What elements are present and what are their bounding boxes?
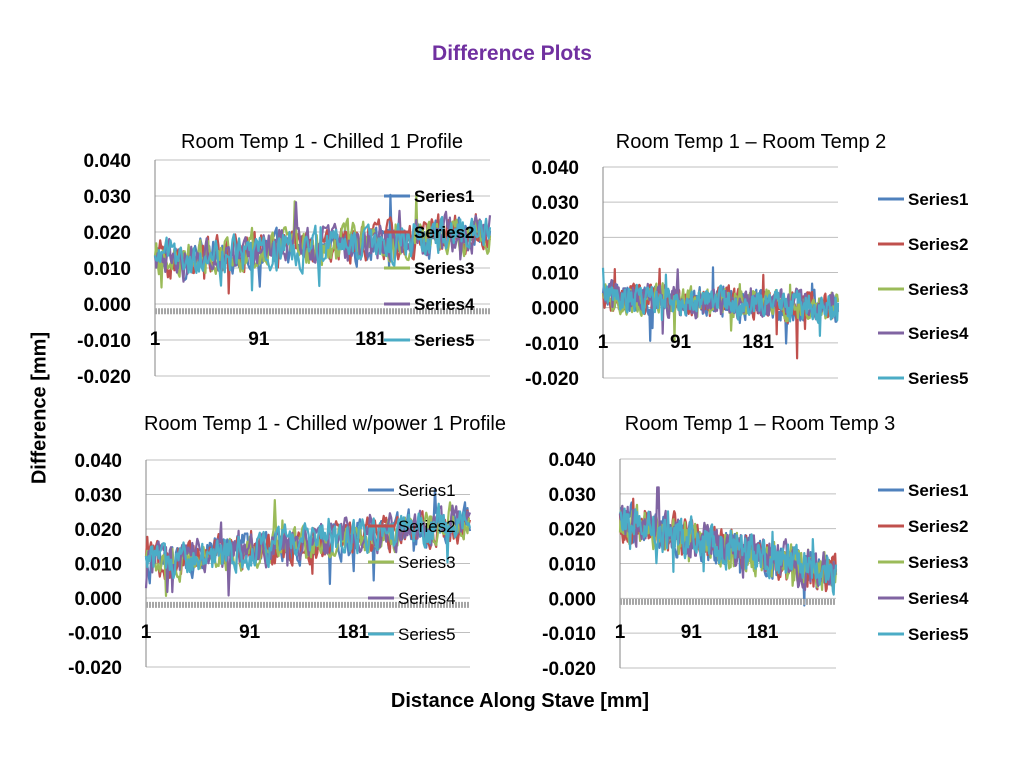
y-tick-label: 0.020: [74, 520, 122, 541]
x-tick-label: 181: [747, 622, 779, 643]
x-tick-label: 91: [670, 332, 692, 353]
y-tick-label: -0.020: [77, 367, 131, 388]
y-tick-label: 0.040: [74, 451, 122, 472]
y-tick-label: -0.020: [68, 658, 122, 679]
y-tick-label: -0.010: [77, 331, 131, 352]
y-tick-label: -0.020: [525, 369, 579, 390]
legend-label: Series1: [908, 190, 969, 209]
y-tick-label: -0.010: [525, 334, 579, 355]
legend-label: Series2: [908, 517, 969, 536]
y-tick-label: 0.040: [531, 158, 579, 179]
x-tick-label: 1: [615, 622, 626, 643]
y-tick-label: -0.020: [542, 659, 596, 680]
legend-label: Series2: [414, 223, 475, 242]
series-line-4: [602, 268, 840, 335]
y-tick-label: 0.020: [83, 223, 131, 244]
legend-label: Series4: [908, 589, 969, 608]
y-tick-label: 0.030: [531, 193, 579, 214]
series-line-5: [619, 507, 838, 596]
y-tick-label: 0.000: [531, 299, 579, 320]
legend-label: Series2: [908, 235, 969, 254]
chart-panel-3: 0.040 0.030 0.020 0.010 0.000 -0.010 -0.020 1 91…: [68, 413, 506, 679]
y-tick-label: 0.030: [74, 486, 122, 507]
legend-label: Series3: [908, 280, 969, 299]
legend-label: Series2: [398, 517, 456, 536]
series-line-5: [601, 267, 840, 337]
chart-title: Room Temp 1 - Chilled 1 Profile: [181, 131, 463, 153]
page-title: Difference Plots: [432, 42, 592, 65]
y-tick-label: 0.010: [83, 259, 131, 280]
x-tick-label: 91: [248, 329, 270, 350]
legend-label: Series1: [908, 481, 969, 500]
chart-panel-1: 0.040 0.030 0.020 0.010 0.000 -0.010 -0.020 1 91…: [77, 131, 492, 388]
legend-label: Series3: [414, 259, 475, 278]
y-tick-label: 0.020: [531, 228, 579, 249]
series-line-4: [144, 504, 472, 597]
y-tick-label: 0.000: [83, 295, 131, 316]
legend-label: Series4: [908, 324, 969, 343]
legend-label: Series3: [908, 553, 969, 572]
legend-label: Series3: [398, 553, 456, 572]
x-tick-label: 1: [598, 332, 609, 353]
legend-label: Series4: [398, 589, 456, 608]
x-tick-label: 1: [150, 329, 161, 350]
y-tick-label: 0.040: [83, 151, 131, 172]
y-tick-label: 0.040: [548, 450, 596, 471]
chart-title: Room Temp 1 – Room Temp 3: [625, 413, 896, 435]
series-line-5: [144, 502, 472, 580]
x-tick-label: 91: [239, 622, 261, 643]
x-tick-label: 1: [141, 622, 152, 643]
y-tick-label: 0.030: [548, 485, 596, 506]
y-tick-label: 0.030: [83, 187, 131, 208]
y-tick-label: -0.010: [542, 624, 596, 645]
legend-label: Series5: [908, 625, 969, 644]
series-line-5: [153, 215, 492, 292]
x-axis-label: Distance Along Stave [mm]: [390, 690, 650, 712]
x-tick-label: 91: [681, 622, 703, 643]
x-tick-label: 181: [355, 329, 387, 350]
x-tick-label: 181: [742, 332, 774, 353]
legend-label: Series1: [414, 187, 475, 206]
chart-title: Room Temp 1 - Chilled w/power 1 Profile: [144, 413, 506, 435]
chart-title: Room Temp 1 – Room Temp 2: [616, 131, 887, 153]
legend-label: Series5: [398, 625, 456, 644]
y-tick-label: 0.010: [548, 555, 596, 576]
legend-label: Series5: [908, 369, 969, 388]
series-line-4: [618, 486, 838, 592]
y-tick-label: 0.000: [548, 589, 596, 610]
y-tick-label: 0.010: [531, 264, 579, 285]
x-tick-label: 181: [338, 622, 370, 643]
y-tick-label: 0.010: [74, 555, 122, 576]
chart-panel-2: 0.040 0.030 0.020 0.010 0.000 -0.010 -0.020 1 91…: [525, 131, 969, 390]
legend-label: Series4: [414, 295, 475, 314]
legend-label: Series1: [398, 481, 456, 500]
y-tick-label: 0.000: [74, 589, 122, 610]
chart-panel-4: 0.040 0.030 0.020 0.010 0.000 -0.010 -0.020 1 91…: [542, 413, 969, 680]
legend-label: Series5: [414, 331, 475, 350]
y-tick-label: 0.020: [548, 520, 596, 541]
y-tick-label: -0.010: [68, 624, 122, 645]
